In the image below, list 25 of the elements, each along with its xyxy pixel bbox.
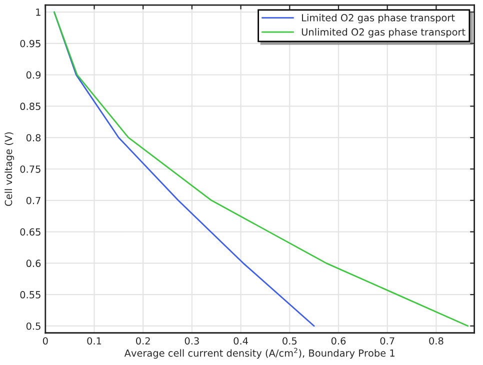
y-tick-label: 0.8 [26,134,41,142]
x-axis-title: Average cell current density (A/cm$^{2}$), Boundary Probe 1 [124,348,394,359]
legend-label: Unlimited O2 gas phase transport [302,28,466,38]
x-tick-label: 0.6 [331,337,346,345]
x-tick-label: 0.5 [282,337,297,345]
line-series [54,11,469,327]
y-tick-label: 0.5 [26,322,40,330]
x-tick-label: 0.7 [380,337,394,345]
y-tick-label: 1 [36,8,40,16]
legend-label: Limited O2 gas phase transport [302,14,455,24]
y-tick-label: 0.7 [26,196,40,204]
y-tick-label: 0.95 [20,40,40,48]
y-tick-label: 0.75 [20,165,40,173]
y-tick-label: 0.55 [20,291,40,298]
x-tick-label: 0 [42,337,48,345]
x-tick-label: 0.4 [234,337,248,345]
x-tick-label: 0.2 [136,337,150,345]
y-tick-label: 0.6 [26,260,41,268]
y-tick-label: 0.65 [20,228,40,236]
x-tick-label: 0.1 [87,337,102,345]
y-tick-label: 0.9 [26,71,41,79]
y-axis-title: Cell voltage (V) [4,132,14,206]
x-tick-label: 0.3 [184,337,199,345]
x-tick-label: 0.8 [429,337,444,345]
y-tick-label: 0.85 [20,102,40,110]
